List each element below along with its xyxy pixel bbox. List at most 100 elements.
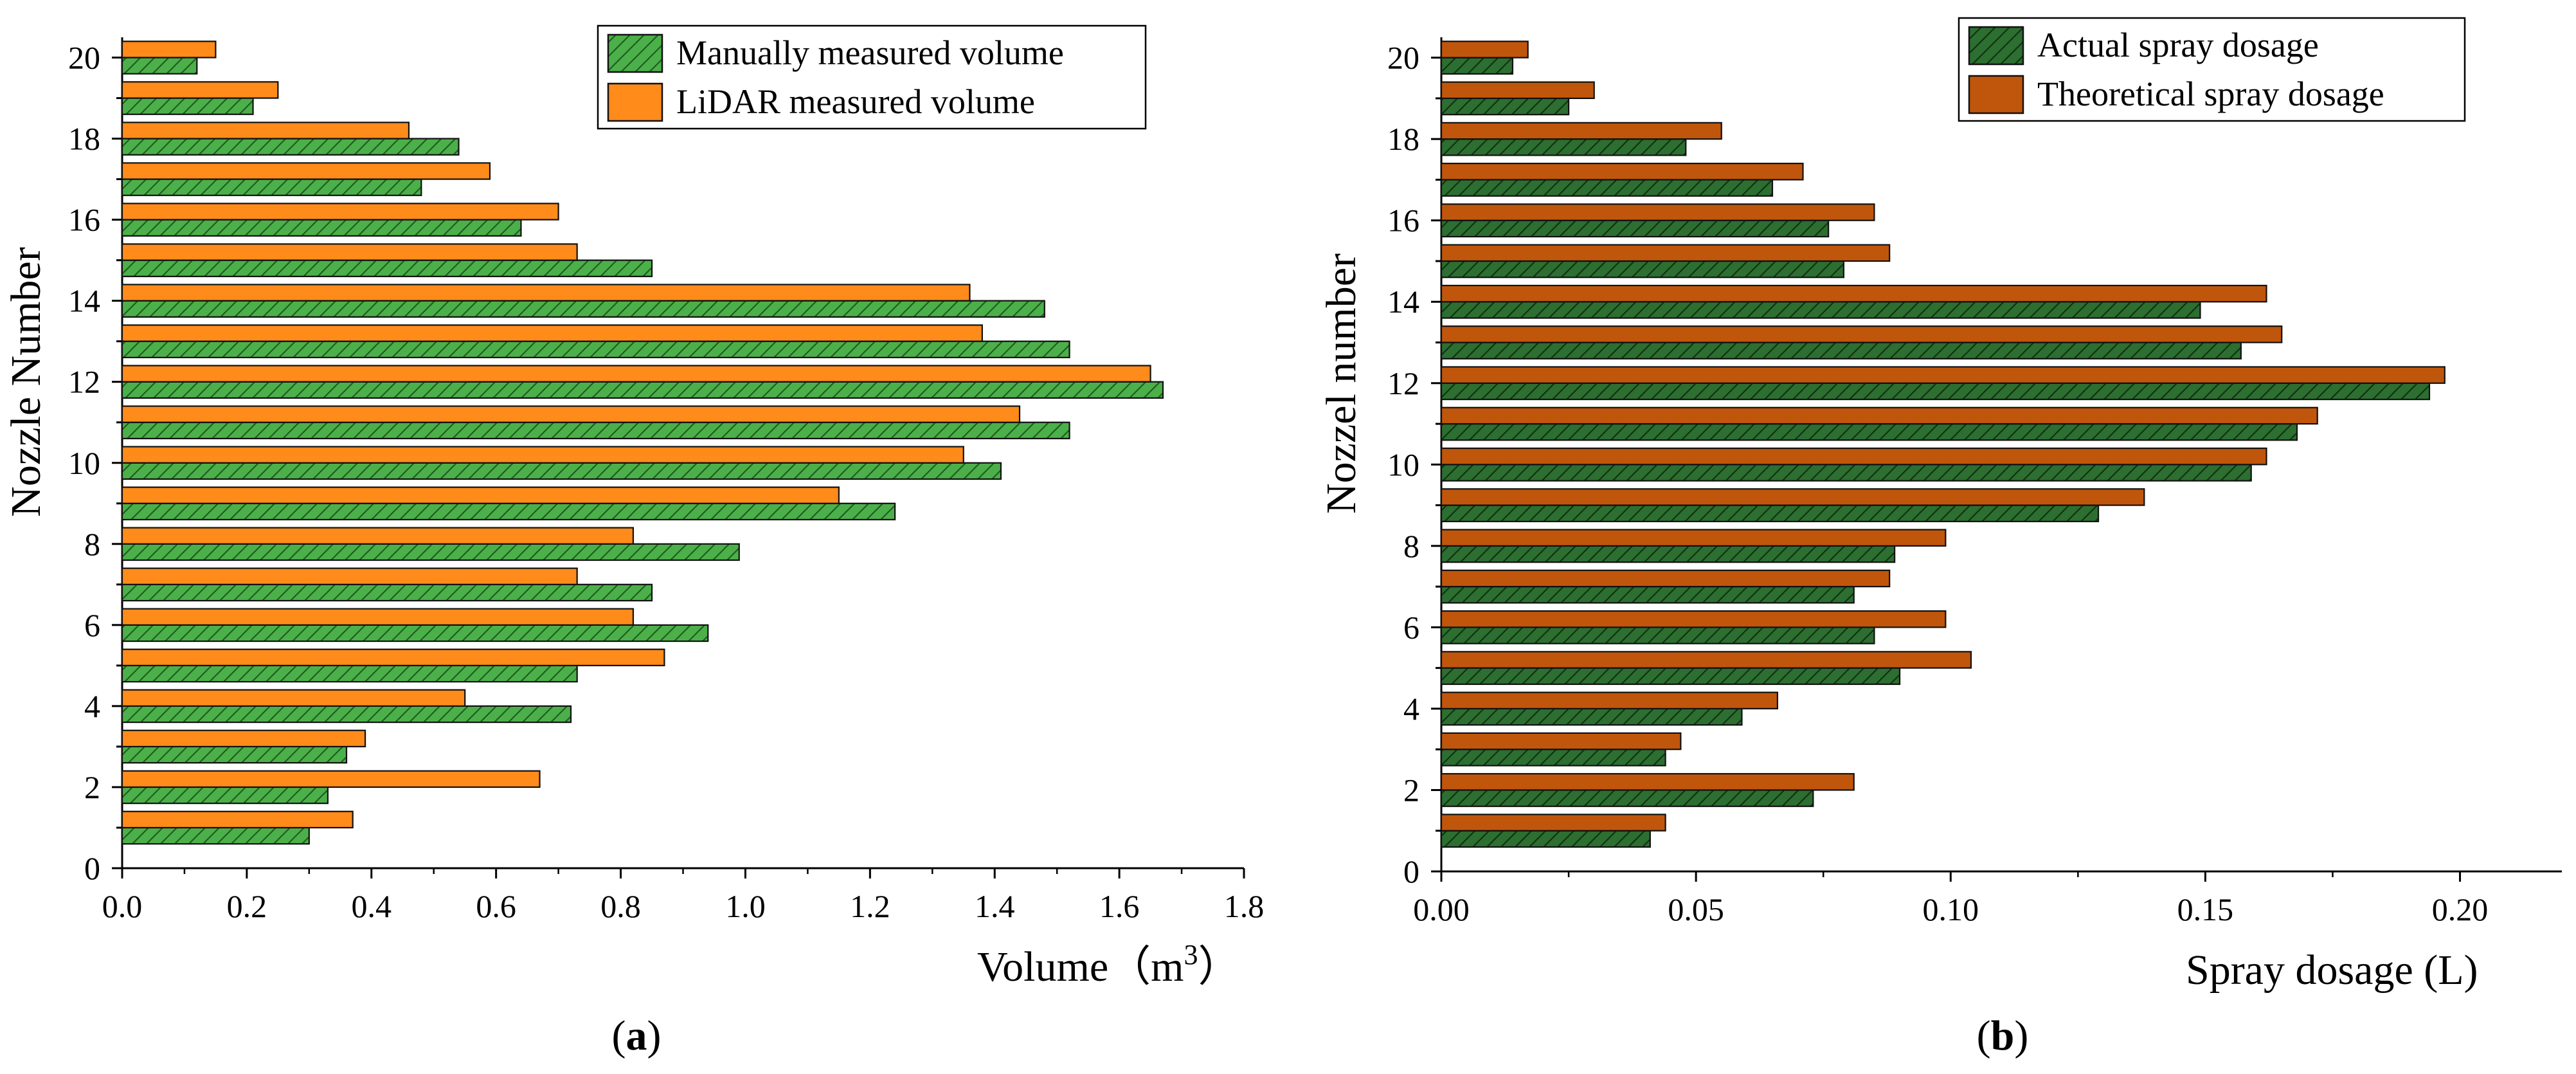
bar-lidar-14 [121,284,971,302]
x-axis-title: Spray dosage (L) [2186,947,2478,994]
bar-theoretical-20 [1440,41,1529,59]
bar-theoretical-4 [1440,691,1779,710]
bar-actual-3 [1440,749,1666,767]
bar-theoretical-19 [1440,81,1595,100]
bar-actual-14 [1440,301,2201,319]
bar-actual-19 [1440,97,1570,116]
bar-manual-20 [121,57,198,75]
legend-swatch [607,82,663,122]
bar-lidar-3 [121,729,366,748]
bar-lidar-18 [121,122,410,140]
bar-actual-7 [1440,586,1855,604]
y-tick-label: 4 [84,688,100,724]
bar-actual-20 [1440,57,1514,75]
bar-lidar-16 [121,203,559,221]
bar-manual-4 [121,705,572,724]
bar-theoretical-17 [1440,163,1804,181]
bar-lidar-12 [121,365,1151,383]
bar-lidar-17 [121,162,491,180]
bar-actual-16 [1440,219,1830,238]
bar-theoretical-15 [1440,244,1891,262]
bar-theoretical-14 [1440,284,2267,303]
y-tick-label: 20 [68,40,100,76]
y-axis-title: Nozzle Number [3,247,50,517]
bar-lidar-10 [121,446,964,464]
bar-manual-13 [121,340,1070,358]
legend-label: LiDAR measured volume [676,82,1035,121]
bar-manual-8 [121,543,740,561]
y-tick-label: 6 [1403,609,1419,645]
y-tick-label: 10 [68,445,100,481]
bar-actual-4 [1440,707,1743,726]
bar-actual-5 [1440,667,1901,686]
bar-manual-2 [121,786,329,805]
y-tick-label: 2 [1403,772,1419,808]
bar-theoretical-18 [1440,122,1722,140]
x-tick-label: 0.0 [102,888,143,924]
bar-theoretical-8 [1440,529,1947,547]
legend-swatch [1968,75,2024,114]
bar-lidar-13 [121,324,983,342]
bar-manual-3 [121,745,348,764]
bar-lidar-5 [121,648,665,666]
bar-actual-15 [1440,260,1844,278]
bar-actual-13 [1440,341,2242,360]
y-tick-label: 14 [68,283,100,319]
legend-box [1958,17,2466,122]
y-tick-label: 16 [68,202,100,238]
bar-actual-9 [1440,504,2100,522]
x-axis-title: Volume（m3） [977,939,1240,990]
bar-manual-17 [121,178,422,196]
x-tick-label: 0.10 [1923,891,1979,927]
bar-manual-16 [121,219,522,237]
bar-actual-10 [1440,464,2252,482]
x-tick-label: 1.6 [1099,888,1140,924]
bar-theoretical-16 [1440,203,1875,221]
bar-lidar-9 [121,486,840,504]
x-tick-label: 0.20 [2432,891,2489,927]
bar-actual-6 [1440,626,1875,644]
y-tick-label: 20 [1387,40,1419,76]
bar-theoretical-7 [1440,569,1891,588]
legend-label: Manually measured volume [676,33,1064,72]
bar-theoretical-2 [1440,773,1855,791]
legend-swatch [607,33,663,73]
bar-theoretical-1 [1440,814,1666,832]
y-tick-label: 16 [1387,203,1419,239]
bar-theoretical-12 [1440,366,2445,384]
bar-manual-10 [121,462,1002,480]
y-tick-label: 10 [1387,446,1419,482]
y-tick-label: 14 [1387,284,1419,320]
bar-actual-1 [1440,830,1651,848]
bar-lidar-1 [121,810,354,829]
legend-swatch [1968,26,2024,66]
legend-box [597,24,1147,130]
x-tick-label: 0.4 [352,888,392,924]
y-tick-label: 18 [1387,121,1419,157]
bar-theoretical-11 [1440,406,2318,425]
bar-actual-11 [1440,423,2298,441]
y-axis-title: Nozzel number [1318,253,1365,514]
panel-label: (a) [612,1012,662,1059]
bar-theoretical-5 [1440,651,1972,669]
bar-manual-19 [121,97,254,115]
x-tick-label: 0.2 [227,888,267,924]
bar-manual-9 [121,502,896,521]
y-tick-label: 18 [68,121,100,157]
panel-label: (b) [1977,1012,2029,1059]
bar-manual-7 [121,583,653,602]
x-tick-label: 1.8 [1224,888,1265,924]
bar-lidar-8 [121,527,635,545]
panel-a-chart: 0.0 0.2 0.4 0.6 0.8 1.0 1.2 1.4 1.6 1.8 0 2 4 6 8 10 12 1… [3,24,1265,1059]
bar-manual-1 [121,826,310,845]
bar-lidar-2 [121,770,541,788]
bar-actual-17 [1440,179,1774,197]
x-tick-label: 1.4 [975,888,1015,924]
legend-label: Theoretical spray dosage [2037,75,2384,113]
bar-actual-18 [1440,138,1687,156]
legend-label: Actual spray dosage [2037,26,2319,64]
y-tick-label: 0 [84,850,100,886]
bar-lidar-19 [121,81,279,99]
bar-theoretical-3 [1440,732,1682,751]
bar-theoretical-9 [1440,488,2145,506]
